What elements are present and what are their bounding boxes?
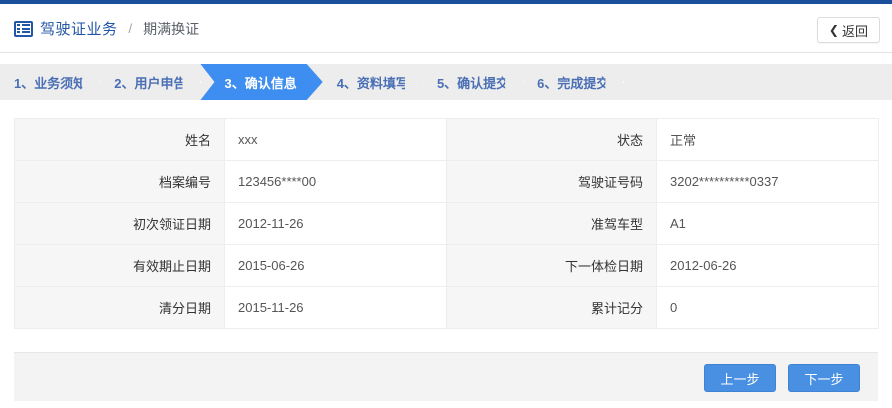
step-item-5[interactable]: 5、确认提交 [422,64,524,100]
info-label-right: 累计记分 [446,286,657,329]
info-value-right: 0 [656,286,879,329]
step-item-1[interactable]: 1、业务须知 [0,64,101,100]
info-value-right: 正常 [656,118,879,161]
breadcrumb-item-service[interactable]: 驾驶证业务 [40,21,118,38]
top-accent-bar [0,0,892,4]
step-label: 3、确认信息 [224,75,297,91]
form-footer: 上一步 下一步 [14,352,878,401]
back-button-label: 返回 [841,23,868,39]
info-value-right: 3202**********0337 [656,160,879,203]
info-value-left: 2012-11-26 [224,202,447,245]
table-row: 初次领证日期 2012-11-26 准驾车型 A1 [14,202,879,245]
info-label-left: 初次领证日期 [14,202,225,245]
step-label: 1、业务须知 [14,75,87,91]
step-item-3[interactable]: 3、确认信息 [200,64,322,100]
info-label-right: 驾驶证号码 [446,160,657,203]
info-label-right: 下一体检日期 [446,244,657,287]
step-item-4[interactable]: 4、资料填写 [322,64,423,100]
info-label-left: 清分日期 [14,286,225,329]
table-row: 有效期止日期 2015-06-26 下一体检日期 2012-06-26 [14,244,879,287]
step-label: 5、确认提交 [436,75,510,91]
breadcrumb: 驾驶证业务 / 期满换证 [14,18,199,39]
step-label: 2、用户申告 [114,75,187,91]
info-label-left: 档案编号 [14,160,225,203]
table-row: 清分日期 2015-11-26 累计记分 0 [14,286,879,329]
info-label-left: 有效期止日期 [14,244,225,287]
breadcrumb-separator: / [128,21,133,36]
step-label: 4、资料填写 [336,75,409,91]
step-navigation: 1、业务须知 2、用户申告 3、确认信息 4、资料填写 5、确认提交 6、完成提交 [0,64,892,100]
info-value-left: xxx [224,118,447,161]
chevron-left-icon: ❮ [828,23,839,37]
info-label-right: 状态 [446,118,657,161]
info-label-right: 准驾车型 [446,202,657,245]
document-list-icon [14,20,33,37]
info-value-right: A1 [656,202,879,245]
info-label-left: 姓名 [14,118,225,161]
step-label: 6、完成提交 [537,75,610,91]
driver-info-table: 姓名 xxx 状态 正常 档案编号 123456****00 驾驶证号码 3202******… [14,118,879,329]
table-row: 姓名 xxx 状态 正常 [14,118,879,161]
next-step-button[interactable]: 下一步 [788,364,860,392]
back-button[interactable]: ❮ 返回 [816,17,880,43]
info-value-left: 2015-06-26 [224,244,447,287]
previous-step-button[interactable]: 上一步 [704,364,776,392]
info-value-left: 2015-11-26 [224,286,447,329]
breadcrumb-item-current: 期满换证 [143,20,200,37]
page-header: 驾驶证业务 / 期满换证 ❮ 返回 [0,4,892,53]
info-value-right: 2012-06-26 [656,244,879,287]
step-item-2[interactable]: 2、用户申告 [100,64,201,100]
info-value-left: 123456****00 [224,160,447,203]
table-row: 档案编号 123456****00 驾驶证号码 3202**********0337 [14,160,879,203]
step-item-6[interactable]: 6、完成提交 [523,64,624,100]
footer-button-group: 上一步 下一步 [704,364,860,392]
step-bar-filler [623,64,892,100]
